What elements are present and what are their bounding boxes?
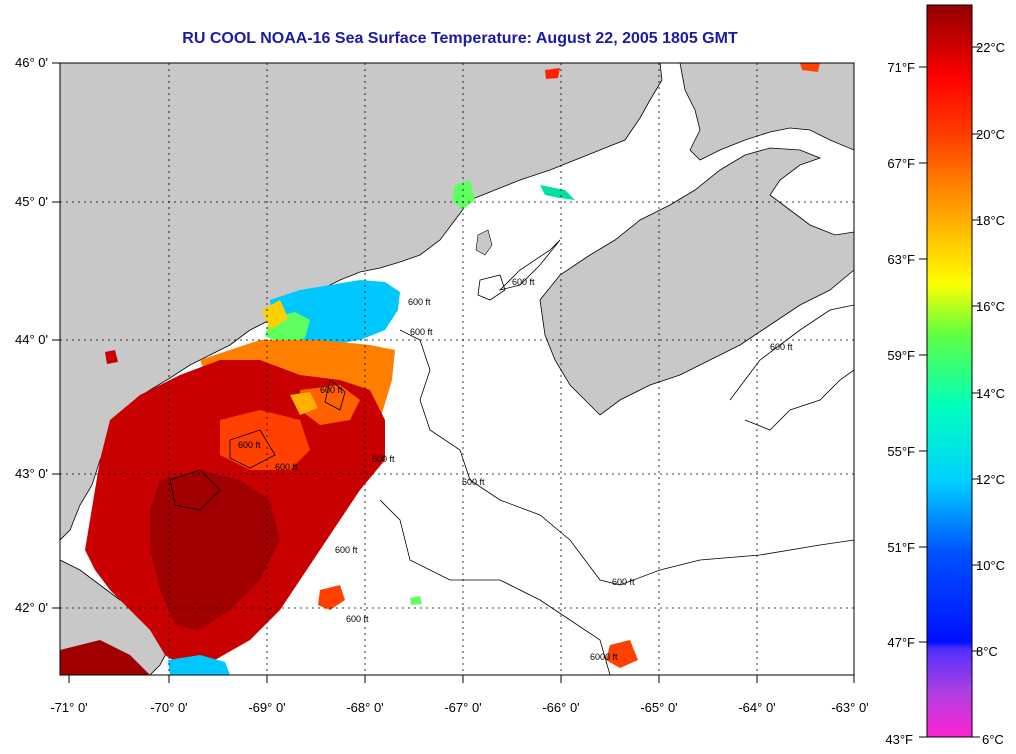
contour-label: 600 ft [408, 297, 431, 307]
celsius-label: 20°C [976, 127, 1005, 142]
sst-field [60, 63, 820, 675]
land-island [475, 229, 493, 256]
colorbar-celsius-labels: 22°C 20°C 18°C 16°C 14°C 12°C 10°C 8°C 6… [976, 40, 1005, 747]
celsius-label: 22°C [976, 40, 1005, 55]
fahrenheit-label: 47°F [887, 635, 915, 650]
lat-label: 44° 0' [15, 332, 48, 347]
lon-label: -65° 0' [640, 700, 677, 715]
map-frame [59, 62, 855, 676]
colorbar-ticks [919, 46, 980, 738]
contour-label: 600 ft [320, 385, 343, 395]
contour-label: 600 ft [372, 454, 395, 464]
contour-label: 600 ft [335, 545, 358, 555]
contour-labels: 600 ft 600 ft 600 ft 600 ft 600 ft 600 f… [238, 277, 793, 662]
contour-label: 600 ft [770, 342, 793, 352]
celsius-label: 8°C [976, 644, 998, 659]
celsius-label: 18°C [976, 213, 1005, 228]
map-title: RU COOL NOAA-16 Sea Surface Temperature:… [182, 30, 738, 47]
land-new-brunswick [679, 63, 854, 161]
lon-label: -67° 0' [444, 700, 481, 715]
contour-label: 600 ft [512, 277, 535, 287]
lon-label: -64° 0' [738, 700, 775, 715]
bathymetry-contours [169, 239, 854, 675]
land-nova-scotia [539, 147, 854, 416]
celsius-label: 16°C [976, 299, 1005, 314]
contour-label: 600 ft [346, 614, 369, 624]
lon-label: -71° 0' [50, 700, 87, 715]
colorbar-fahrenheit-labels: 71°F 67°F 63°F 59°F 55°F 51°F 47°F 43°F [885, 60, 915, 747]
lon-label: -66° 0' [542, 700, 579, 715]
celsius-label: 12°C [976, 472, 1005, 487]
longitude-labels: -71° 0' -70° 0' -69° 0' -68° 0' -67° 0' … [50, 700, 868, 715]
fahrenheit-label: 67°F [887, 156, 915, 171]
lon-label: -63° 0' [831, 700, 868, 715]
lon-label: -68° 0' [346, 700, 383, 715]
lat-label: 43° 0' [15, 466, 48, 481]
fahrenheit-label: 71°F [887, 60, 915, 75]
lat-label: 45° 0' [15, 194, 48, 209]
colorbar [926, 4, 973, 738]
contour-label: 600 ft [612, 577, 635, 587]
celsius-label: 14°C [976, 386, 1005, 401]
contour-label: 600 ft [410, 327, 433, 337]
fahrenheit-label: 43°F [885, 732, 913, 747]
lat-label: 46° 0' [15, 55, 48, 70]
fahrenheit-label: 63°F [887, 252, 915, 267]
contour-label: 600 ft [462, 477, 485, 487]
contour-label: 600 ft [275, 462, 298, 472]
contour-label: 600 ft [238, 440, 261, 450]
celsius-label: 6°C [982, 732, 1004, 747]
contour-label: 6000 ft [590, 652, 618, 662]
graticule [60, 63, 854, 675]
latitude-labels: 46° 0' 45° 0' 44° 0' 43° 0' 42° 0' [15, 55, 48, 615]
frame-ticks [52, 62, 855, 683]
lat-label: 42° 0' [15, 600, 48, 615]
fahrenheit-label: 59°F [887, 348, 915, 363]
fahrenheit-label: 51°F [887, 540, 915, 555]
fahrenheit-label: 55°F [887, 444, 915, 459]
celsius-label: 10°C [976, 558, 1005, 573]
lon-label: -70° 0' [150, 700, 187, 715]
lon-label: -69° 0' [248, 700, 285, 715]
